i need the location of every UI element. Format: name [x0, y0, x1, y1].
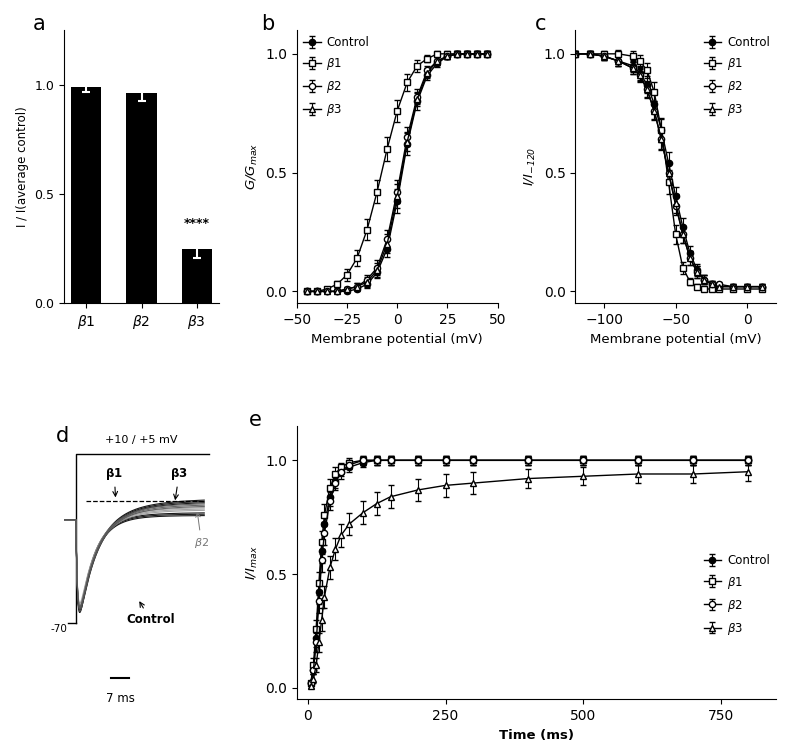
Bar [182, 249, 212, 303]
Text: Control: Control [126, 602, 174, 626]
Text: $\mathbf{\beta3}$: $\mathbf{\beta3}$ [170, 465, 188, 499]
Y-axis label: I / I(average control): I / I(average control) [16, 106, 29, 227]
Text: +10 / +5 mV: +10 / +5 mV [106, 435, 178, 445]
X-axis label: Time (ms): Time (ms) [499, 729, 574, 741]
Legend: Control, $\beta$1, $\beta$2, $\beta$3: Control, $\beta$1, $\beta$2, $\beta$3 [704, 36, 770, 118]
Bar [71, 87, 102, 303]
Y-axis label: I/I$_\mathregular{-120}$: I/I$_\mathregular{-120}$ [523, 147, 538, 186]
Text: $\mathbf{\beta1}$: $\mathbf{\beta1}$ [106, 465, 123, 496]
Text: e: e [249, 410, 262, 430]
Legend: Control, $\beta$1, $\beta$2, $\beta$3: Control, $\beta$1, $\beta$2, $\beta$3 [704, 554, 770, 637]
Text: 7 ms: 7 ms [106, 692, 134, 705]
Text: b: b [261, 14, 274, 34]
Bar [126, 93, 157, 303]
X-axis label: Membrane potential (mV): Membrane potential (mV) [311, 332, 483, 345]
Text: c: c [535, 14, 546, 34]
Legend: Control, $\beta$1, $\beta$2, $\beta$3: Control, $\beta$1, $\beta$2, $\beta$3 [302, 36, 370, 118]
Y-axis label: I/I$_\mathregular{max}$: I/I$_\mathregular{max}$ [245, 545, 260, 580]
Text: a: a [33, 14, 46, 34]
Text: ****: **** [184, 217, 210, 230]
Text: $\beta$2: $\beta$2 [194, 513, 209, 550]
Y-axis label: G/G$_\mathregular{max}$: G/G$_\mathregular{max}$ [245, 143, 260, 190]
Text: d: d [56, 426, 70, 446]
X-axis label: Membrane potential (mV): Membrane potential (mV) [590, 332, 762, 345]
Text: -70: -70 [51, 624, 68, 634]
